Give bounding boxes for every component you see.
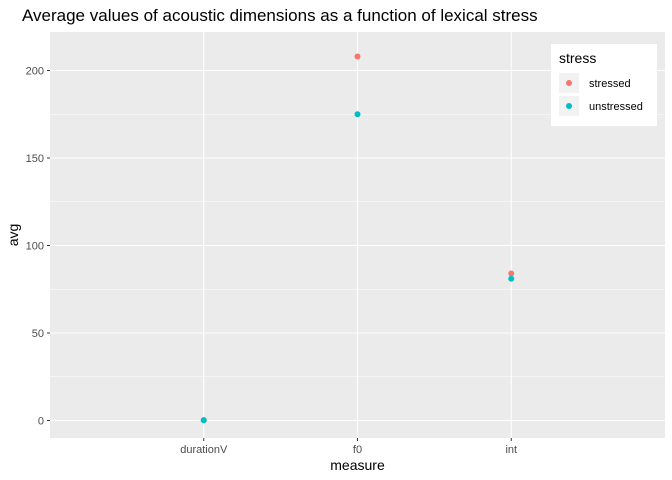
chart-title: Average values of acoustic dimensions as… <box>22 6 538 25</box>
point-unstressed-f0 <box>354 111 361 118</box>
y-axis-title: avg <box>5 224 21 247</box>
point-stressed-int <box>508 270 515 277</box>
y-tick-label: 50 <box>32 328 44 340</box>
x-tick-label: durationV <box>180 444 228 456</box>
y-tick-label: 200 <box>26 66 44 78</box>
point-unstressed-durationV <box>200 417 207 424</box>
x-tick-label: f0 <box>353 444 362 456</box>
x-tick-label: int <box>505 444 517 456</box>
x-axis-title: measure <box>330 457 385 473</box>
legend-items: stressed unstressed <box>559 73 643 116</box>
major-gridlines <box>50 32 665 438</box>
y-axis-ticks: 0 50 100 150 200 <box>26 66 50 428</box>
y-tick-label: 150 <box>26 153 44 165</box>
legend-key-unstressed <box>566 103 572 109</box>
legend-key-stressed <box>566 80 572 86</box>
legend: stress stressed unstressed <box>551 44 657 126</box>
legend-title: stress <box>559 50 596 66</box>
x-axis-ticks: durationV f0 int <box>180 438 517 456</box>
y-tick-label: 0 <box>38 416 44 428</box>
legend-label-stressed: stressed <box>589 78 631 90</box>
y-tick-label: 100 <box>26 241 44 253</box>
data-points <box>200 53 515 424</box>
legend-label-unstressed: unstressed <box>589 101 643 113</box>
point-unstressed-int <box>508 275 515 282</box>
point-stressed-f0 <box>354 53 361 60</box>
